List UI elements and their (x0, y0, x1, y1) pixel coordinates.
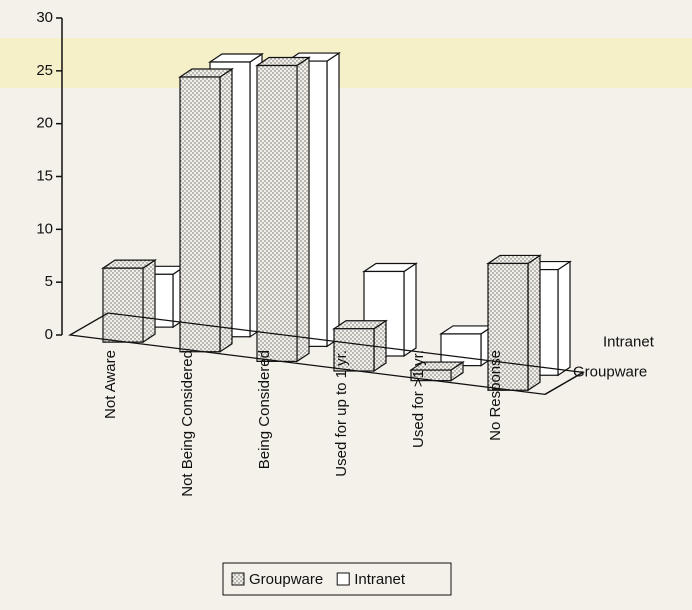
legend-swatch (231, 572, 245, 586)
bar-front (440, 333, 482, 367)
bar (101, 259, 157, 344)
depth-axis (544, 371, 584, 395)
bar-side (403, 262, 417, 358)
bar (178, 67, 234, 353)
x-tick-label: Not Being Considered (179, 350, 196, 497)
x-tick-label: Used for >1 yr. (410, 350, 427, 448)
bar-front (487, 262, 529, 391)
bar-side (296, 56, 310, 363)
depth-label: Groupware (573, 363, 647, 380)
bar (255, 56, 311, 363)
bar-side (219, 67, 233, 353)
scan-highlight (0, 38, 692, 88)
bar-side (142, 259, 156, 344)
y-tick-label: 10 (36, 220, 53, 237)
y-tick-label: 15 (36, 167, 53, 184)
y-tick-label: 30 (36, 9, 53, 26)
bar-front (102, 267, 144, 343)
bar (332, 319, 388, 373)
plot (101, 51, 572, 392)
depth-label: Intranet (603, 333, 655, 350)
legend-label: Intranet (354, 571, 406, 588)
x-tick-label: No Response (487, 350, 504, 441)
x-tick-label: Not Aware (102, 350, 119, 419)
bar-side (557, 260, 571, 377)
x-tick-label: Used for up to 1 yr. (333, 350, 350, 477)
bar-side (326, 51, 340, 348)
bar-side (527, 254, 541, 392)
bar (486, 254, 542, 392)
bar-front (256, 64, 298, 362)
bar-front (179, 76, 221, 353)
bar-front (333, 328, 375, 372)
bar (362, 262, 418, 358)
y-tick-label: 5 (45, 273, 53, 290)
y-tick-label: 0 (45, 326, 53, 343)
y-tick-label: 20 (36, 115, 53, 132)
legend-label: Groupware (249, 571, 323, 588)
y-tick-label: 25 (36, 62, 53, 79)
x-tick-label: Being Considered (256, 350, 273, 469)
legend-box (222, 562, 452, 596)
legend-swatch (336, 572, 350, 586)
